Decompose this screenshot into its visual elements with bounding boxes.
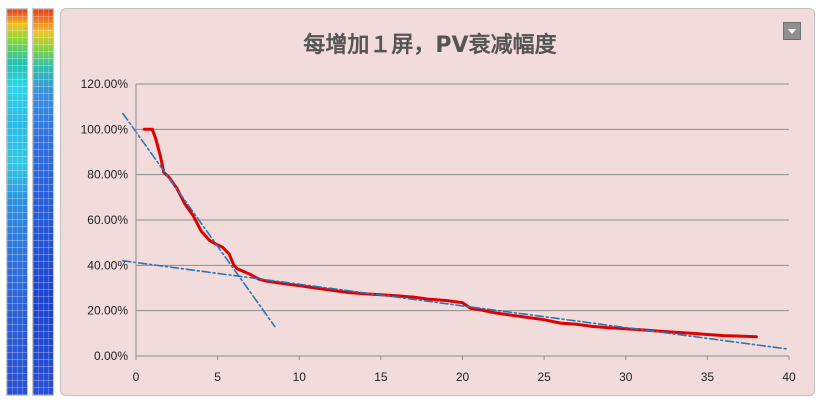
y-tick-label: 40.00% bbox=[87, 258, 128, 272]
chart-title: 每增加１屏，PV衰减幅度 bbox=[303, 32, 557, 58]
chart-menu-dropdown-button[interactable] bbox=[783, 22, 801, 40]
y-tick-label: 20.00% bbox=[87, 304, 128, 318]
x-tick-label: 10 bbox=[293, 370, 307, 384]
x-tick-label: 30 bbox=[619, 370, 633, 384]
trendline-1 bbox=[122, 112, 276, 328]
y-tick-label: 60.00% bbox=[87, 213, 128, 227]
x-tick-label: 0 bbox=[133, 370, 140, 384]
series-layer bbox=[122, 112, 790, 351]
x-tick-label: 5 bbox=[214, 370, 221, 384]
trendline-2 bbox=[122, 259, 790, 351]
x-axis: 0 5 10 15 20 25 30 35 40 bbox=[133, 356, 796, 384]
y-tick-label: 80.00% bbox=[87, 168, 128, 182]
x-tick-label: 25 bbox=[537, 370, 551, 384]
pv-decay-line bbox=[142, 127, 758, 339]
grid-lines bbox=[136, 83, 789, 357]
x-tick-label: 20 bbox=[456, 370, 470, 384]
heatmap-strip-left bbox=[6, 8, 28, 396]
x-tick-label: 40 bbox=[782, 370, 796, 384]
y-axis: 0.00% 20.00% 40.00% 60.00% 80.00% 100.00% 120.… bbox=[81, 77, 137, 363]
chevron-down-icon bbox=[788, 28, 796, 34]
y-tick-label: 120.00% bbox=[81, 77, 129, 91]
y-tick-label: 100.00% bbox=[81, 122, 129, 136]
y-tick-label: 0.00% bbox=[94, 349, 128, 363]
x-tick-label: 35 bbox=[701, 370, 715, 384]
heatmap-strip-right bbox=[32, 8, 54, 396]
x-tick-label: 15 bbox=[374, 370, 388, 384]
